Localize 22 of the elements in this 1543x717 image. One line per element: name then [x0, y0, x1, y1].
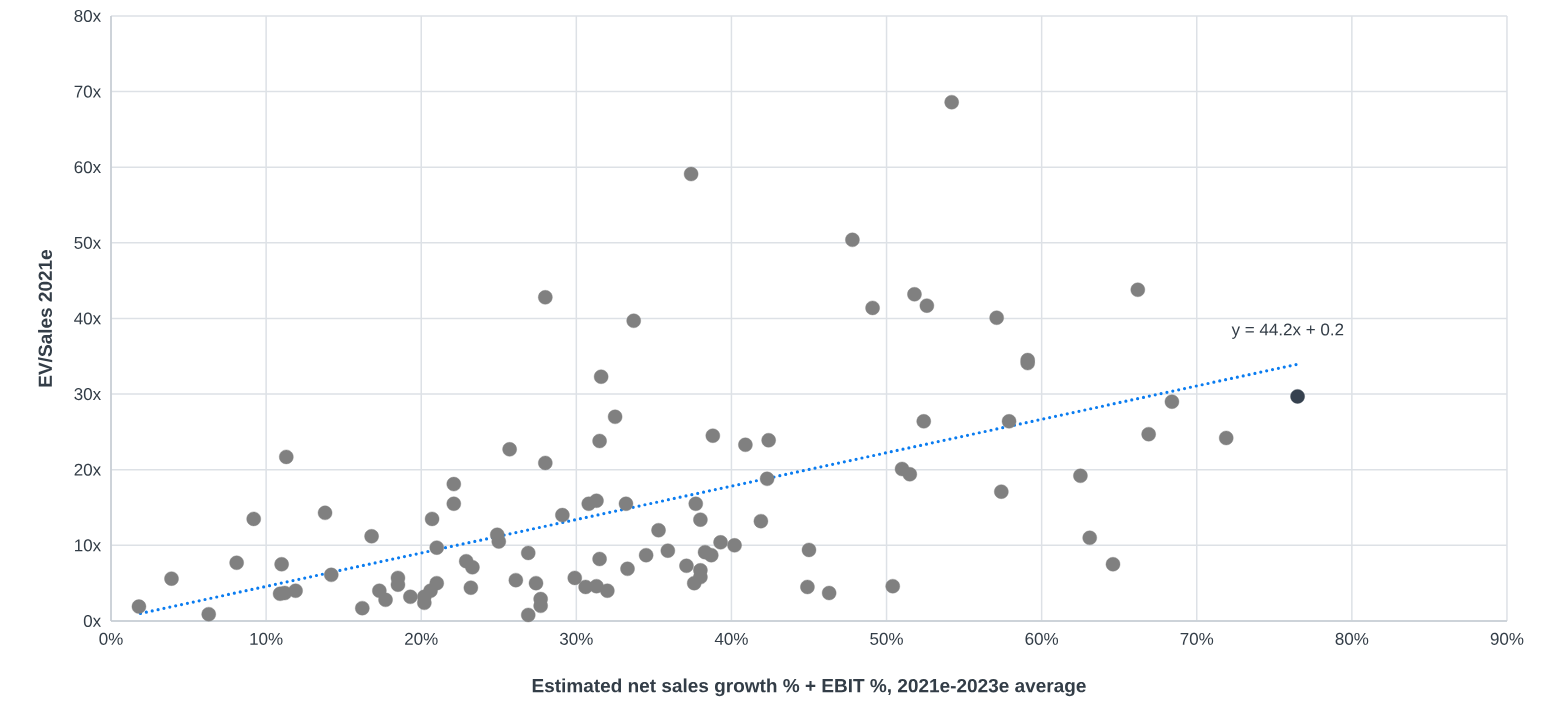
x-tick-label: 0%: [99, 632, 123, 645]
y-tick-label: 80x: [74, 9, 101, 23]
annotation: y = 44.2x + 0.2: [1231, 323, 1344, 339]
x-tick-label: 40%: [714, 632, 748, 645]
x-tick-label: 20%: [405, 632, 438, 645]
x-tick-label: 50%: [870, 632, 903, 645]
y-axis-title: EV/Sales 2021e: [38, 249, 53, 387]
y-tick-label: 40x: [74, 312, 101, 325]
y-tick-label: 70x: [74, 85, 101, 98]
y-tick-label: 0x: [83, 614, 101, 628]
x-axis-title: Estimated net sales growth % + EBIT %, 2021e-2023e average: [532, 678, 1086, 697]
x-tick-label: 10%: [250, 632, 283, 645]
y-tick-label: 50x: [74, 236, 101, 249]
x-tick-label: 80%: [1335, 632, 1369, 645]
y-tick-label: 60x: [74, 161, 101, 174]
y-tick-label: 10x: [75, 539, 101, 552]
x-tick-label: 70%: [1180, 632, 1214, 645]
x-tick-label: 90%: [1490, 632, 1524, 645]
x-tick-label: 30%: [559, 632, 593, 645]
y-tick-label: 20x: [74, 463, 101, 476]
x-tick-label: 60%: [1025, 632, 1059, 645]
y-tick-label: 30x: [74, 388, 101, 401]
